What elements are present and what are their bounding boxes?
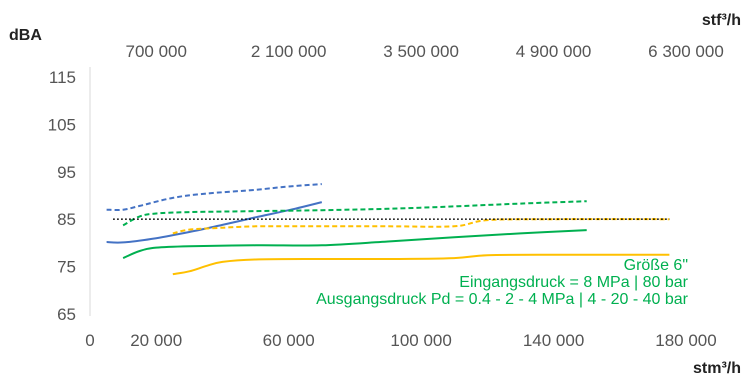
series-line-1	[106, 183, 322, 212]
top-x-tick-labels: 700 000 2 100 000 3 500 000 4 900 000 6 300 …	[125, 42, 723, 61]
bottom-x-tick-label: 100 000	[390, 331, 451, 350]
y-tick-label: 85	[57, 210, 76, 229]
y-tick-label: 105	[48, 115, 76, 134]
top-x-tick-label: 4 900 000	[516, 42, 592, 61]
y-unit-label: dBA	[9, 27, 42, 44]
series-layer	[106, 183, 670, 276]
top-x-unit-label: stf³/h	[702, 12, 741, 29]
bottom-x-unit-label: stm³/h	[693, 360, 741, 377]
series-line-4	[122, 229, 587, 260]
y-tick-label: 115	[49, 68, 76, 87]
bottom-x-tick-label: 0	[85, 331, 94, 350]
y-tick-label: 75	[57, 258, 76, 277]
bottom-x-tick-label: 20 000	[130, 331, 182, 350]
bottom-x-tick-label: 60 000	[263, 331, 315, 350]
bottom-x-tick-label: 180 000	[655, 331, 716, 350]
series-line-5	[172, 218, 670, 235]
top-x-tick-label: 6 300 000	[648, 42, 724, 61]
annotation-outlet-pressure: Ausgangsdruck Pd = 0.4 - 2 - 4 MPa | 4 -…	[316, 291, 689, 308]
series-line-2	[106, 201, 323, 244]
bottom-x-tick-label: 140 000	[523, 331, 584, 350]
bottom-x-tick-labels: 0 20 000 60 000 100 000 140 000 180 000	[85, 331, 716, 350]
series-line-6	[172, 253, 670, 276]
top-x-tick-label: 3 500 000	[383, 42, 459, 61]
series-line-3	[122, 200, 587, 227]
top-x-tick-label: 700 000	[125, 42, 186, 61]
top-x-tick-label: 2 100 000	[251, 42, 327, 61]
y-tick-label: 95	[57, 163, 76, 182]
annotation-size: Größe 6"	[624, 257, 688, 274]
y-tick-labels: 65 75 85 95 105 115	[48, 68, 76, 324]
annotation-inlet-pressure: Eingangsdruck = 8 MPa | 80 bar	[459, 274, 688, 291]
y-tick-label: 65	[57, 305, 76, 324]
